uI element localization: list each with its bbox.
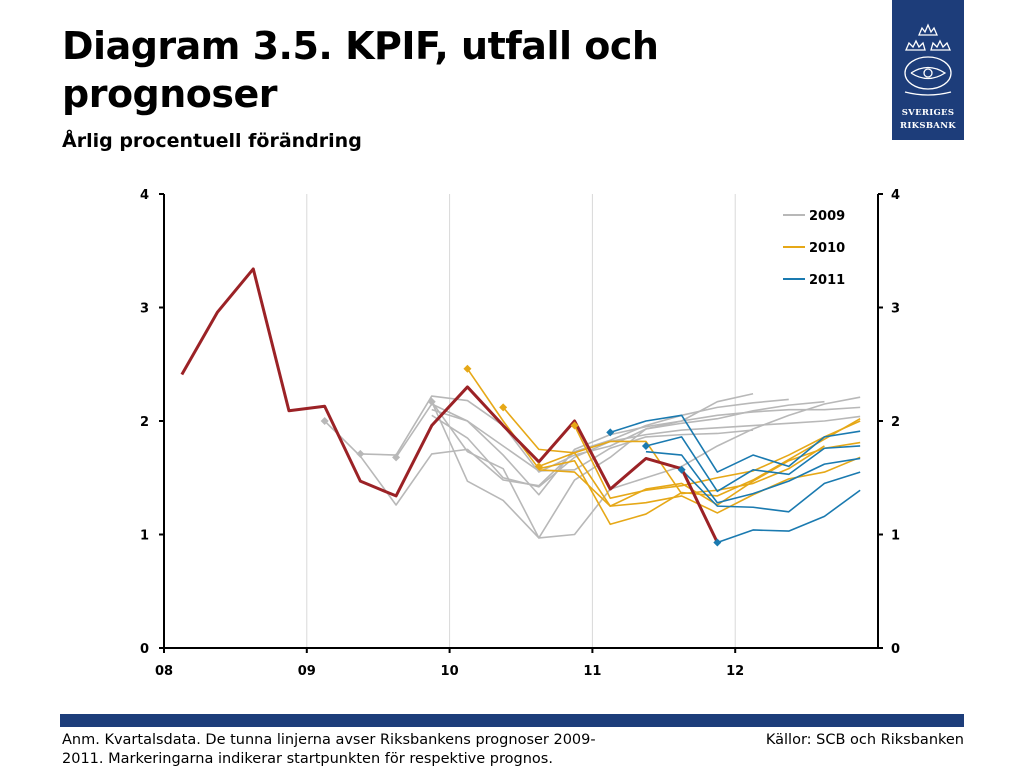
forecast-2011-line xyxy=(681,469,861,513)
forecast-start-marker-2010 xyxy=(534,462,543,471)
x-tick-label: 08 xyxy=(155,664,173,679)
page-subtitle: Årlig procentuell förändring xyxy=(62,130,362,152)
outcome-line xyxy=(180,267,719,544)
forecast-start-marker-2009 xyxy=(427,397,436,406)
footer-note: Anm. Kvartalsdata. De tunna linjerna avs… xyxy=(62,732,596,767)
x-tick-label: 10 xyxy=(441,664,459,679)
forecast-2009-line xyxy=(324,398,789,506)
forecast-2011-line xyxy=(717,489,861,544)
forecast-2010-line xyxy=(502,406,861,514)
y-tick-label-right: 0 xyxy=(891,642,900,657)
forecast-2010-line xyxy=(573,420,861,499)
forecast-start-marker-2009 xyxy=(320,417,329,425)
forecast-2011-line xyxy=(645,436,861,493)
y-tick-label-right: 4 xyxy=(891,188,900,203)
footer-bar xyxy=(60,714,964,727)
forecast-2010-line xyxy=(466,368,861,526)
x-tick-label: 09 xyxy=(298,664,316,679)
riksbank-logo: SVERIGES RIKSBANK xyxy=(892,0,964,140)
forecast-2009-line xyxy=(431,414,861,488)
x-tick-label: 11 xyxy=(583,664,601,679)
forecast-2009-line xyxy=(431,406,861,496)
y-tick-label: 1 xyxy=(140,529,149,544)
forecast-start-marker-2011 xyxy=(713,538,722,547)
forecast-start-marker-2009 xyxy=(392,453,401,462)
y-tick-label-right: 2 xyxy=(891,415,900,430)
footer-source: Källor: SCB och Riksbanken xyxy=(765,732,964,748)
logo-text-line2: RIKSBANK xyxy=(900,121,956,131)
y-tick-label: 0 xyxy=(140,642,149,657)
crown-emblem-icon xyxy=(904,23,952,96)
y-tick-label-right: 1 xyxy=(891,529,900,544)
y-tick-label-right: 3 xyxy=(891,302,900,317)
legend-label-2010: 2010 xyxy=(809,241,845,256)
forecast-start-marker-2010 xyxy=(463,364,472,373)
forecast-start-marker-2011 xyxy=(606,428,615,437)
forecast-2009-line xyxy=(431,400,825,539)
legend-label-2011: 2011 xyxy=(809,273,845,288)
forecast-start-marker-2011 xyxy=(641,441,650,450)
page-title: Diagram 3.5. KPIF, utfall och prognoser xyxy=(62,24,659,116)
forecast-start-marker-2010 xyxy=(570,421,579,430)
forecast-2009-line xyxy=(431,396,861,539)
y-tick-label: 2 xyxy=(140,415,149,430)
y-tick-label: 4 xyxy=(140,188,149,203)
forecast-start-marker-2011 xyxy=(677,465,686,474)
forecast-2011-line xyxy=(645,450,861,504)
forecast-2011-line xyxy=(610,414,861,473)
forecast-2009-line xyxy=(360,392,754,473)
forecast-start-marker-2009 xyxy=(356,449,365,458)
logo-text-line1: SVERIGES xyxy=(901,108,955,118)
y-tick-label: 3 xyxy=(140,302,149,317)
forecast-2010-line xyxy=(538,441,861,507)
forecast-start-marker-2010 xyxy=(499,403,508,412)
x-tick-label: 12 xyxy=(726,664,744,679)
legend-label-2009: 2009 xyxy=(809,209,845,224)
